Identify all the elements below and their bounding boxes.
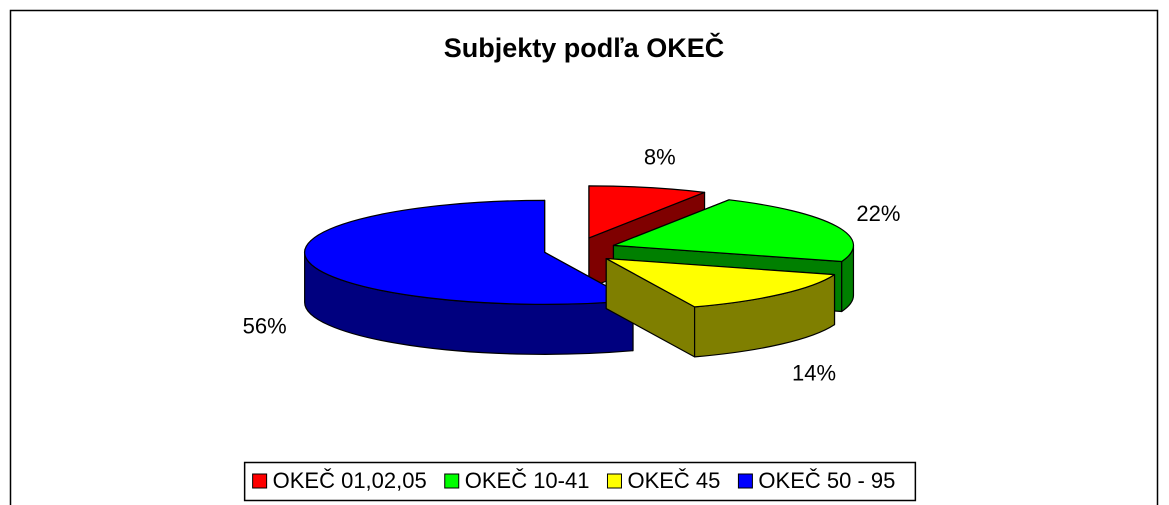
data-label: 56% <box>243 314 287 339</box>
legend-label: OKEČ 50 - 95 <box>758 468 895 493</box>
slice-top <box>304 199 634 305</box>
legend-label: OKEČ 45 <box>627 468 720 493</box>
legend-label: OKEČ 01,02,05 <box>273 468 427 493</box>
slice-top <box>612 199 855 263</box>
slice-top <box>605 257 836 308</box>
legend-box <box>243 461 917 502</box>
chart-title: Subjekty podľa OKEČ <box>444 32 724 63</box>
chart-frame <box>9 9 1159 505</box>
data-label: 8% <box>644 144 676 169</box>
pie-slice <box>304 199 634 355</box>
legend-swatch <box>252 473 268 489</box>
legend-label: OKEČ 10-41 <box>465 468 590 493</box>
data-label: 22% <box>856 201 900 226</box>
slice-top <box>588 185 706 239</box>
data-label: 14% <box>792 360 836 385</box>
legend-swatch <box>444 473 460 489</box>
legend-swatch <box>606 473 622 489</box>
legend-swatch <box>737 473 753 489</box>
pie-slice <box>605 257 836 358</box>
